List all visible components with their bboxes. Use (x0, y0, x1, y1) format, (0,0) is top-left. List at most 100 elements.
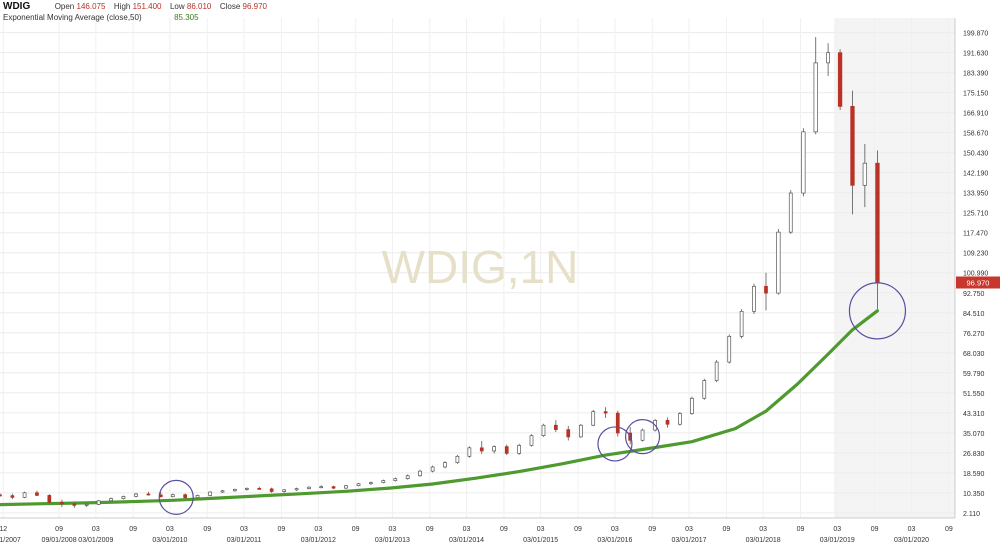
candle-up (443, 461, 447, 469)
candle-body (84, 504, 89, 506)
y-tick-label: 175.150 (963, 91, 988, 98)
candle-body (603, 411, 608, 414)
candle-down (183, 493, 188, 499)
candle-body (319, 486, 324, 489)
y-tick-label: 84.510 (963, 311, 985, 318)
open-value: 146.075 (76, 2, 106, 11)
y-tick-label: 109.230 (963, 251, 988, 258)
x-tick-label-bottom: 03/01/2010 (152, 537, 187, 544)
candle-body (418, 470, 422, 477)
candle-up (220, 489, 225, 493)
candle-up (381, 479, 386, 484)
close-label: Close (219, 2, 241, 11)
annotation-circle (624, 419, 661, 455)
x-tick-label-bottom: 03/01/2020 (894, 537, 929, 544)
candle-body (554, 424, 558, 430)
candle-body (504, 446, 509, 454)
y-tick-label: 18.590 (963, 471, 985, 478)
candle-down (331, 485, 336, 490)
candle-up (282, 489, 287, 493)
y-tick-label: 133.950 (963, 191, 988, 198)
candle-up (801, 128, 806, 197)
x-tick-label-top: 03 (833, 526, 841, 533)
annotation-circle (597, 426, 633, 462)
annotation-circle (158, 479, 194, 515)
candle-up (788, 190, 793, 234)
y-tick-label: 26.830 (963, 451, 985, 458)
candle-up (467, 446, 472, 458)
candle-body (146, 493, 151, 496)
y-tick-label: 142.190 (963, 171, 988, 178)
candle-up (752, 283, 756, 314)
candle-body (813, 62, 818, 133)
x-tick-label-top: 09 (945, 526, 953, 533)
candle-body (479, 447, 484, 452)
y-tick-label: 158.670 (963, 131, 988, 138)
candle-body (331, 486, 336, 489)
x-tick-label-top: 09 (129, 526, 137, 533)
high-label: High (113, 2, 131, 11)
y-tick-label: 125.710 (963, 211, 988, 218)
future-zone (834, 18, 955, 518)
candle-down (850, 90, 855, 215)
watermark: WDIG,1N (382, 241, 579, 293)
y-tick-label: 35.070 (963, 431, 985, 438)
x-tick-label-top: 03 (537, 526, 545, 533)
candle-body (566, 429, 571, 438)
y-tick-label: 191.630 (963, 51, 988, 58)
candle-up (233, 488, 237, 492)
x-tick-label-bottom: 03/01/2016 (597, 537, 632, 544)
x-tick-label-bottom: 03/01/2011 (227, 537, 262, 544)
x-tick-label-top: 03 (611, 526, 619, 533)
candle-body (109, 498, 113, 502)
x-tick-label-top: 03 (759, 526, 767, 533)
x-tick-label-top: 09 (500, 526, 508, 533)
candle-body (678, 413, 682, 425)
x-tick-label-bottom: 03/01/2019 (820, 537, 855, 544)
candle-up (393, 477, 398, 482)
candle-up (430, 465, 435, 473)
candle-body (615, 412, 620, 434)
candle-down (72, 502, 77, 508)
candle-up (455, 454, 460, 464)
candle-up (541, 423, 546, 437)
y-axis: 2.110 10.350 18.590 26.830 35.070 43.310 51.55… (954, 18, 988, 518)
x-tick-label-top: 09 (871, 526, 879, 533)
candle-body (850, 106, 855, 186)
candle-body (35, 492, 39, 496)
candle-body (356, 483, 361, 487)
candle-down (554, 420, 558, 433)
candle-down (504, 444, 509, 456)
candle-body (541, 424, 546, 437)
candle-down (60, 499, 64, 508)
candle-body (455, 455, 460, 463)
y-tick-label: 117.470 (963, 231, 988, 238)
header-row: WDIG Open 146.075 High 151.400 Low 86.01… (3, 1, 267, 12)
y-tick-label: 59.790 (963, 371, 985, 378)
y-tick-label: 92.750 (963, 291, 985, 298)
last-price-badge: 96.970 (956, 276, 1000, 289)
candle-body (578, 424, 583, 438)
candle-up (307, 486, 311, 490)
candle-up (826, 43, 830, 76)
candle-body (801, 131, 806, 194)
candle-up (134, 492, 138, 498)
candle-body (269, 488, 274, 492)
candle-body (257, 488, 262, 490)
candle-body (690, 397, 694, 414)
candle-down (764, 272, 768, 311)
last-price-badge-bg (956, 276, 1000, 289)
candle-body (344, 485, 348, 489)
annotation-circle (848, 282, 907, 340)
candle-body (714, 361, 719, 381)
low-label: Low (169, 2, 185, 11)
y-tick-label: 51.550 (963, 391, 985, 398)
x-tick-label-bottom: 03/01/2014 (449, 537, 484, 544)
candle-body (72, 503, 77, 506)
x-tick-label-top: 12 (0, 526, 7, 533)
y-tick-label: 150.430 (963, 151, 988, 158)
candle-down (146, 491, 151, 496)
candle-down (269, 487, 274, 493)
candle-down (0, 493, 2, 497)
